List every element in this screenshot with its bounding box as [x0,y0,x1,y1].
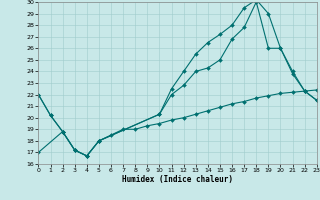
X-axis label: Humidex (Indice chaleur): Humidex (Indice chaleur) [122,175,233,184]
